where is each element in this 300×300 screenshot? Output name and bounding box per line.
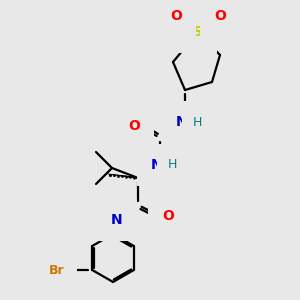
Text: N: N	[111, 213, 123, 227]
Text: Br: Br	[48, 263, 64, 277]
Text: O: O	[128, 119, 140, 133]
Text: O: O	[170, 9, 182, 23]
Text: S: S	[193, 25, 203, 39]
Text: N: N	[151, 158, 163, 172]
Text: O: O	[162, 209, 174, 223]
Text: N: N	[176, 115, 188, 129]
Text: H: H	[167, 158, 177, 172]
Text: O: O	[214, 9, 226, 23]
Text: H: H	[97, 214, 107, 226]
Text: H: H	[192, 116, 202, 128]
